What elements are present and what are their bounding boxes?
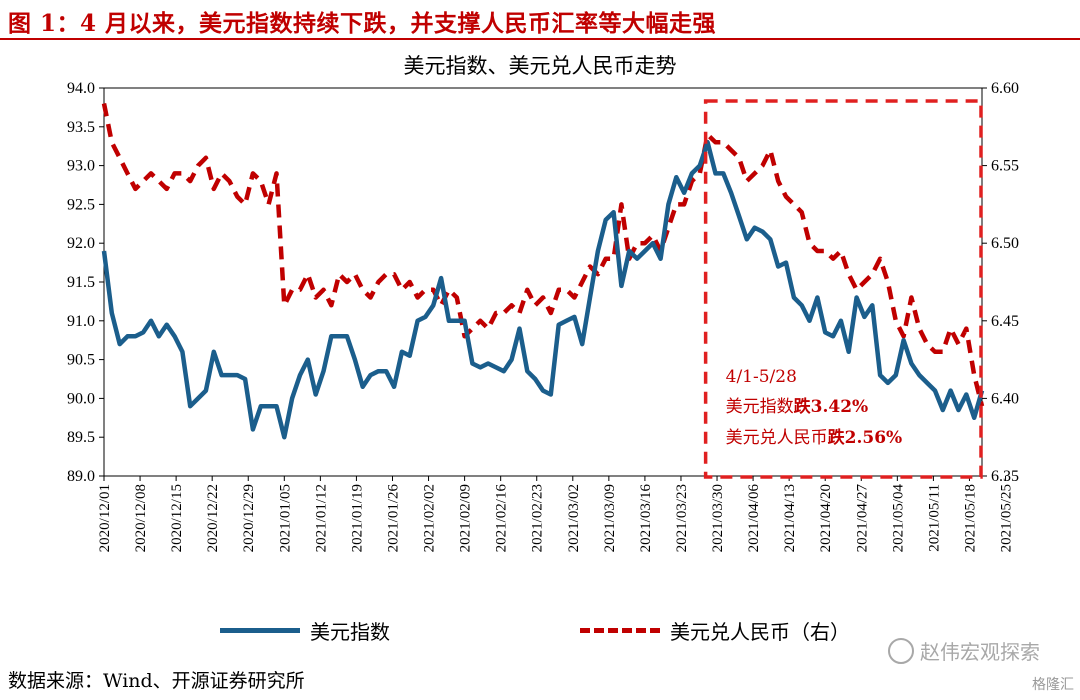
watermark-secondary: 格隆汇	[1032, 677, 1074, 693]
y-right-tick-label: 6.60	[991, 80, 1019, 97]
x-tick-label: 2020/12/15	[169, 484, 185, 552]
x-tick-label: 2020/12/01	[97, 484, 113, 552]
x-tick-label: 2021/05/25	[999, 484, 1015, 552]
y-left-tick-label: 90.0	[67, 390, 95, 407]
x-tick-label: 2021/03/09	[602, 484, 618, 552]
legend-swatch-dashed	[580, 627, 660, 633]
x-tick-label: 2020/12/08	[133, 484, 149, 552]
y-left-tick-label: 94.0	[67, 80, 95, 97]
figure-title: 图 1：4 月以来，美元指数持续下跌，并支撑人民币汇率等大幅走强	[8, 10, 717, 37]
x-tick-label: 2021/04/13	[782, 484, 798, 552]
y-left-tick-label: 93.0	[67, 158, 95, 175]
x-tick-label: 2021/01/26	[385, 484, 401, 553]
x-tick-label: 2021/03/02	[566, 484, 582, 552]
legend-label-usdcny: 美元兑人民币（右）	[670, 619, 850, 644]
x-tick-label: 2021/02/23	[530, 484, 546, 552]
y-right-tick-label: 6.50	[991, 235, 1019, 252]
header-rule	[0, 38, 1080, 40]
x-tick-label: 2021/01/05	[277, 484, 293, 552]
x-tick-label: 2021/02/09	[458, 484, 474, 552]
legend-label-usd-index: 美元指数	[310, 619, 390, 644]
x-tick-label: 2021/03/23	[674, 484, 690, 552]
x-tick-label: 2020/12/22	[205, 484, 221, 552]
legend-item-usdcny: 美元兑人民币（右）	[580, 612, 850, 648]
legend-swatch-solid	[220, 627, 300, 633]
y-left-tick-label: 90.5	[67, 352, 95, 369]
series-usdcny-line	[101, 103, 985, 407]
y-left-tick-label: 89.0	[67, 468, 95, 485]
y-right-tick-label: 6.35	[991, 468, 1019, 485]
x-tick-label: 2021/03/16	[638, 484, 654, 553]
annotation-usd-index: 美元指数跌3.42%	[726, 397, 869, 417]
x-tick-label: 2021/03/30	[710, 484, 726, 552]
x-tick-label: 2021/04/06	[746, 484, 762, 553]
y-left-tick-label: 92.0	[67, 235, 95, 252]
y-left-tick-label: 89.5	[67, 429, 95, 446]
series-usd-index-line	[101, 140, 985, 440]
x-tick-label: 2021/02/02	[422, 484, 438, 552]
annotation-period: 4/1-5/28	[726, 367, 797, 387]
figure-header: 图 1：4 月以来，美元指数持续下跌，并支撑人民币汇率等大幅走强	[0, 0, 1080, 40]
x-tick-label: 2021/02/16	[494, 484, 510, 553]
source-note: 数据来源：Wind、开源证券研究所	[8, 670, 305, 692]
wechat-icon	[888, 638, 914, 664]
x-tick-label: 2021/04/20	[818, 484, 834, 552]
x-tick-label: 2021/05/11	[926, 484, 942, 552]
legend-item-usd-index: 美元指数	[220, 612, 390, 648]
watermark: 赵伟宏观探索	[888, 636, 1040, 665]
x-tick-label: 2021/05/04	[890, 484, 906, 553]
x-tick-label: 2021/01/12	[313, 484, 329, 552]
line-chart: 89.0 89.5 90.0 90.5 91.0 91.5 92.0 92.5 93.0 93.5…	[67, 80, 1019, 553]
x-tick-label: 2020/12/29	[241, 484, 257, 552]
y-left-tick-label: 91.0	[67, 313, 95, 330]
y-left-tick-label: 91.5	[67, 274, 95, 291]
y-left-tick-label: 92.5	[67, 196, 95, 213]
x-tick-label: 2021/04/27	[854, 484, 870, 553]
y-right-tick-label: 6.55	[991, 158, 1019, 175]
x-tick-label: 2021/01/19	[349, 484, 365, 552]
y-right-tick-label: 6.45	[991, 313, 1019, 330]
y-right-tick-label: 6.40	[991, 390, 1019, 407]
legend: 美元指数 美元兑人民币（右）	[0, 612, 1080, 648]
highlight-box	[703, 99, 983, 479]
x-tick-label: 2021/05/18	[962, 484, 978, 552]
chart-title: 美元指数、美元兑人民币走势	[403, 54, 677, 78]
watermark-text: 赵伟宏观探索	[920, 640, 1040, 664]
annotation-usdcny: 美元兑人民币跌2.56%	[726, 428, 903, 448]
y-left-tick-label: 93.5	[67, 119, 95, 136]
